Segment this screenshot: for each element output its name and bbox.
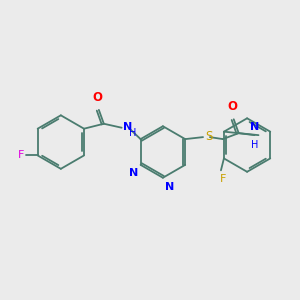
Text: N: N (123, 122, 132, 132)
Text: O: O (228, 100, 238, 113)
Text: N: N (129, 168, 139, 178)
Text: N: N (165, 182, 174, 192)
Text: H: H (251, 140, 258, 150)
Text: O: O (93, 91, 103, 104)
Text: N: N (250, 122, 259, 132)
Text: S: S (205, 130, 212, 142)
Text: H: H (129, 128, 136, 138)
Text: F: F (220, 174, 226, 184)
Text: F: F (17, 150, 24, 161)
